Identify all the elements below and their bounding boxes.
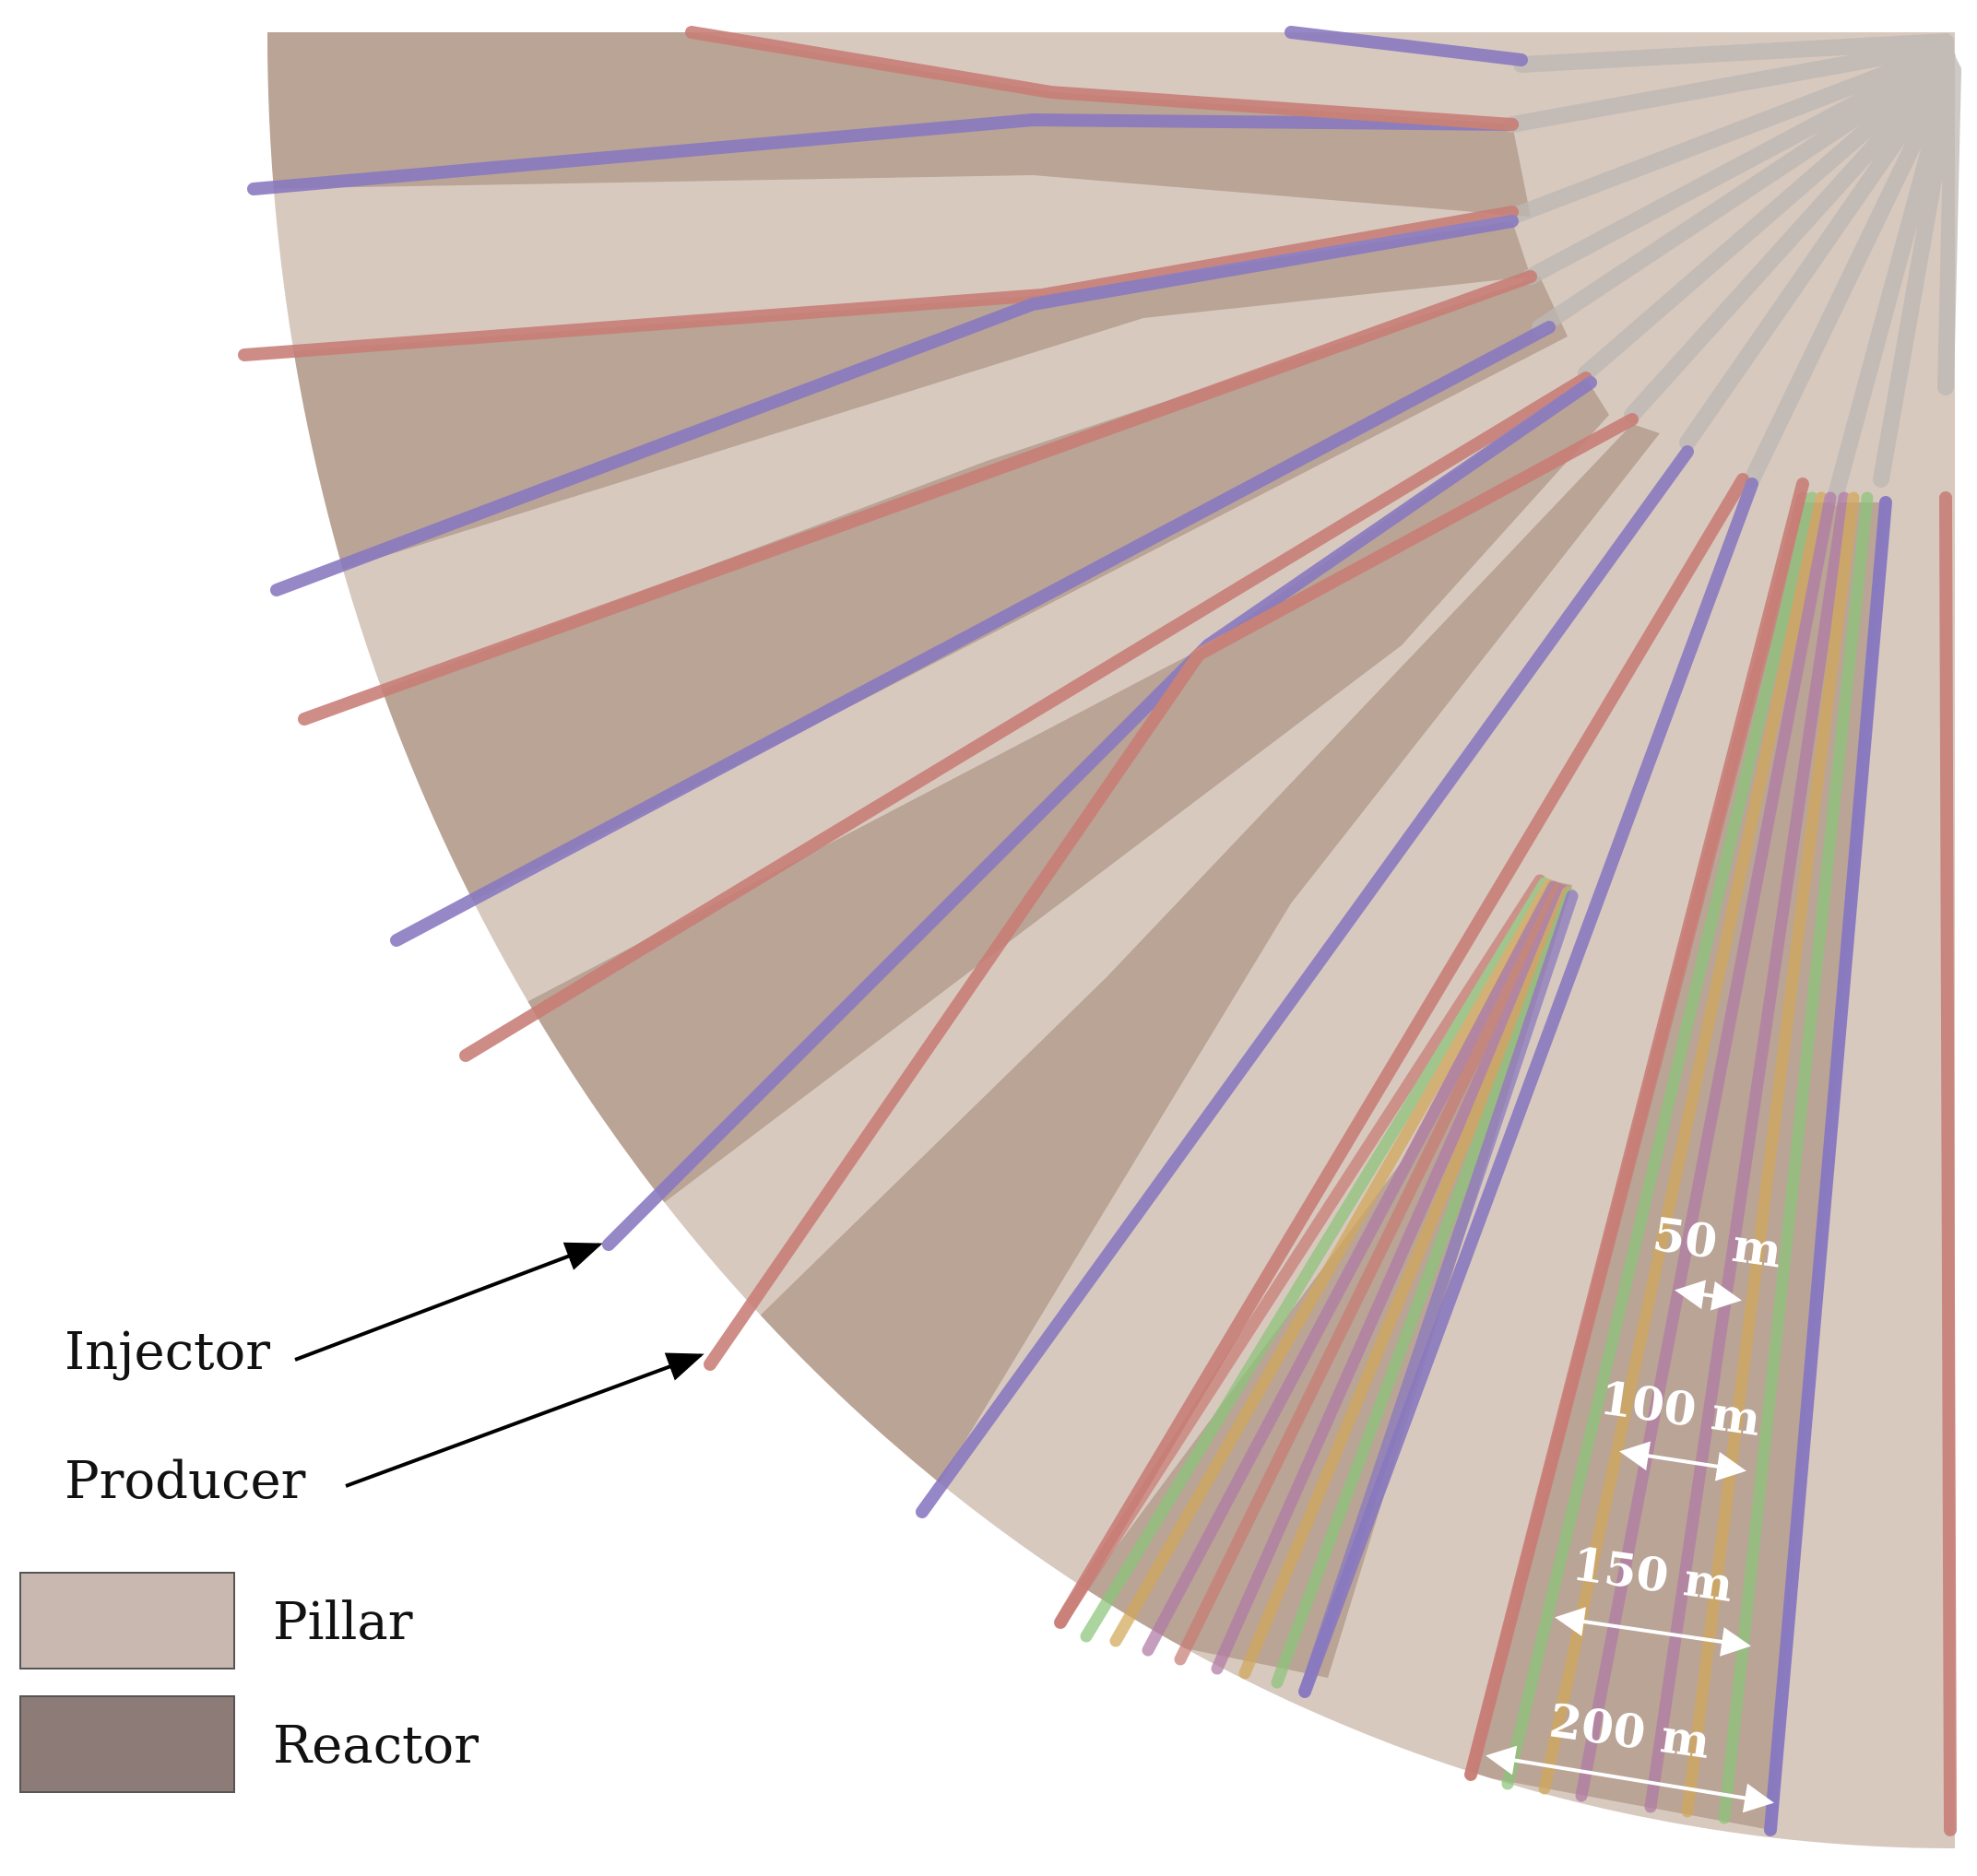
arrow-right-up-icon — [345, 1352, 704, 1488]
producer-well — [459, 372, 1592, 1062]
header-pipe — [1578, 52, 1956, 382]
producer-well — [298, 270, 1537, 726]
green-well — [1718, 491, 1874, 1824]
reactor-zone — [267, 221, 1531, 590]
header-pipe — [1873, 62, 1961, 488]
header-pipe — [1937, 64, 1961, 395]
callouts: Injector Producer — [65, 1242, 704, 1511]
injector-well — [247, 112, 1519, 195]
green-well — [1271, 888, 1577, 1689]
header-pipe — [1679, 56, 1958, 451]
header-pipe — [1513, 33, 1954, 73]
scale-arrow-100 — [1619, 1441, 1746, 1481]
header-pipe — [1827, 60, 1959, 506]
producer-well — [685, 26, 1519, 131]
legend-swatch-pillar — [19, 1572, 235, 1670]
header-pipes — [1504, 33, 1961, 506]
injector-well — [390, 321, 1556, 947]
sensitivity-fan-right — [1464, 491, 1892, 1836]
legend-label-pillar: Pillar — [273, 1592, 413, 1652]
legend: Pillar Reactor — [19, 1572, 479, 1793]
reactor-zone — [304, 277, 1568, 940]
injector-well — [1284, 26, 1528, 66]
scale-arrow-200 — [1486, 1745, 1774, 1813]
green-well — [1080, 877, 1551, 1643]
reactor-zone — [710, 424, 1660, 1512]
producer-well — [1464, 491, 1809, 1781]
producer-well — [1054, 473, 1749, 1629]
injector-well — [916, 445, 1694, 1518]
purple-well — [1644, 491, 1851, 1813]
header-pipe — [1522, 47, 1954, 285]
legend-swatch-reactor — [19, 1695, 235, 1793]
purple-well — [1142, 880, 1560, 1657]
header-pipe — [1504, 42, 1954, 225]
injector-well — [270, 215, 1519, 596]
purple-well — [1211, 884, 1569, 1675]
header-pipe — [1504, 38, 1954, 133]
producer-well — [704, 413, 1639, 1371]
producer-label: Producer — [65, 1451, 306, 1511]
producer-well — [1939, 491, 1957, 1836]
yellow-well — [1681, 491, 1860, 1818]
injector-well — [1764, 496, 1892, 1836]
header-pipe — [1624, 54, 1958, 423]
injector-well — [1298, 890, 1579, 1698]
purple-well — [1575, 491, 1837, 1802]
header-pipe — [1744, 58, 1959, 488]
yellow-well — [1238, 886, 1574, 1680]
yellow-well — [1109, 879, 1556, 1647]
sensitivity-fan-left — [1054, 874, 1579, 1698]
producer-well — [238, 206, 1519, 361]
producer-well — [1054, 874, 1546, 1629]
arrow-right-up-icon — [294, 1242, 603, 1362]
injector-well — [1298, 478, 1758, 1698]
scale-arrow-150 — [1555, 1607, 1751, 1657]
header-pipe — [1532, 49, 1956, 336]
yellow-well — [1538, 491, 1828, 1795]
legend-label-reactor: Reactor — [273, 1716, 479, 1776]
reactor-zone — [267, 32, 1531, 217]
scale-arrow-50 — [1675, 1280, 1742, 1311]
injector-label: Injector — [65, 1322, 270, 1382]
green-well — [1501, 491, 1818, 1790]
producer-well — [1174, 882, 1565, 1666]
